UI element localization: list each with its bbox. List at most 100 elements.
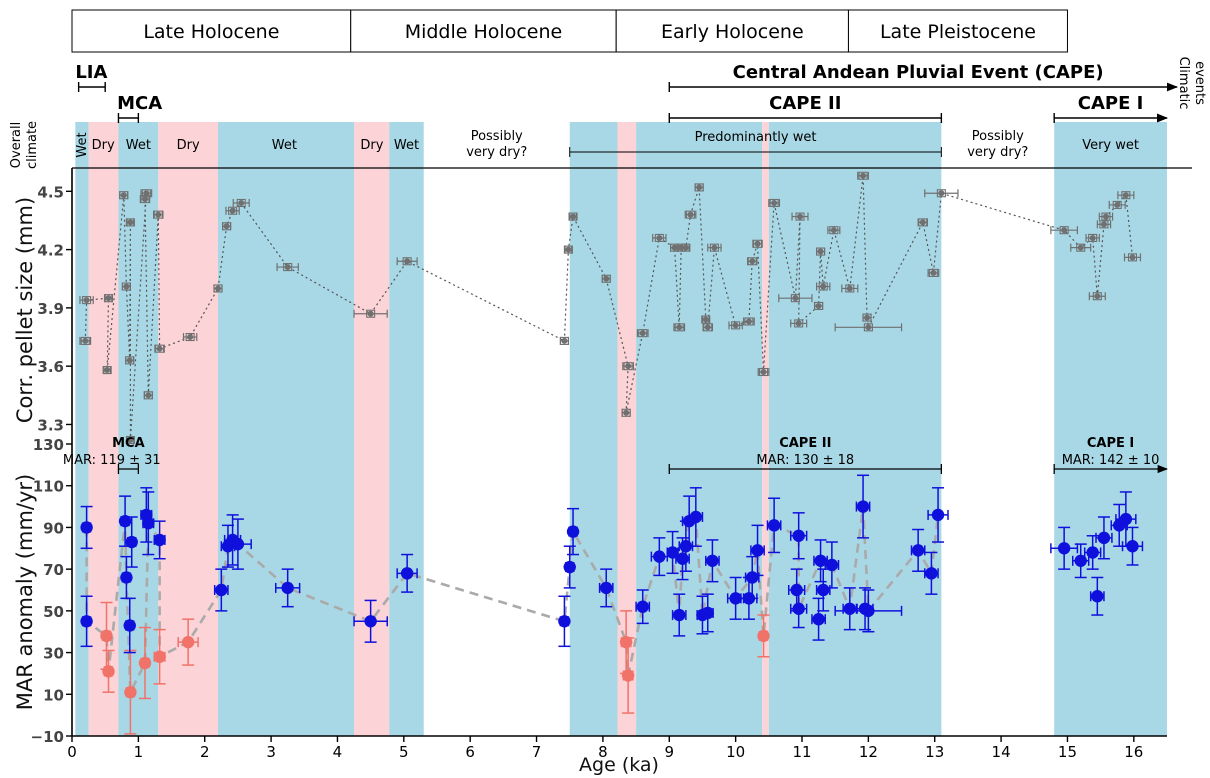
bottom-y-tick-label: 50	[43, 603, 64, 621]
pellet-yerr-box	[758, 367, 769, 377]
pellet-yerr-box	[818, 282, 828, 291]
x-tick-label: 14	[992, 743, 1011, 761]
pellet-point	[1077, 244, 1084, 251]
pellet-yerr-box	[559, 336, 569, 345]
pellet-point	[215, 285, 221, 292]
mar-wet-point	[689, 510, 703, 524]
mar-wet-point	[80, 521, 93, 534]
pellet-yerr-box	[1101, 212, 1111, 221]
mar-wet-point	[701, 606, 714, 620]
pellet-yerr-box	[125, 356, 135, 365]
pellet-yerr-box	[82, 296, 92, 305]
pellet-yerr-box	[283, 263, 293, 272]
climate-label: Wet	[272, 138, 297, 153]
pellet-point	[156, 345, 163, 352]
x-tick-label: 1	[134, 743, 144, 761]
pellet-point	[570, 213, 577, 220]
pellet-point	[284, 264, 291, 271]
mar-annotation-subtitle: MAR: 130 ± 18	[756, 453, 854, 468]
top-y-tick-label: 3.3	[37, 416, 64, 434]
pellet-point	[797, 213, 804, 220]
x-tick-label: 5	[399, 743, 409, 761]
pellet-point	[142, 196, 148, 203]
event-label: CAPE II	[769, 93, 841, 114]
mar-dry-point	[757, 629, 770, 643]
pellet-yerr-box	[1127, 253, 1138, 262]
pellet-point	[104, 367, 111, 374]
pellet-yerr-box	[80, 336, 90, 345]
pellet-yerr-box	[568, 212, 578, 221]
pellet-point	[754, 240, 761, 247]
mar-wet-point	[931, 508, 945, 522]
pellet-point	[1089, 234, 1096, 241]
climatic-events: LIA Central Andean Pluvial Event (CAPE) MC…	[75, 57, 1207, 123]
pellet-yerr-box	[814, 301, 824, 310]
bottom-y-tick-label: 90	[43, 519, 64, 537]
pellet-point	[830, 227, 837, 234]
mar-wet-point	[1091, 590, 1104, 603]
pellet-yerr-box	[155, 344, 165, 353]
climate-label: Wet	[394, 138, 419, 153]
mar-wet-point	[812, 613, 825, 626]
pellet-yerr-box	[228, 206, 238, 215]
pellet-connector-line	[84, 175, 1134, 441]
pellet-yerr-box	[918, 218, 928, 227]
epoch-label: Late Holocene	[143, 21, 279, 43]
event-label: MCA	[117, 93, 162, 114]
mar-wet-point	[231, 537, 245, 551]
pellet-point	[745, 318, 752, 325]
mar-wet-point	[792, 602, 805, 615]
pellet-point	[83, 297, 90, 304]
bottom-y-tick-label: 10	[43, 686, 64, 704]
pellet-yerr-box	[1121, 191, 1131, 200]
pellet-yerr-box	[703, 323, 713, 332]
x-tick-label: 11	[792, 743, 811, 761]
epoch-box	[350, 9, 617, 53]
pellet-point	[771, 199, 778, 206]
mar-wet-point	[125, 535, 138, 549]
mar-annotation-subtitle: MAR: 119 ± 31	[63, 453, 161, 468]
climate-band-wet	[569, 122, 618, 736]
pellet-yerr-box	[1088, 233, 1098, 242]
pellet-yerr-box	[153, 210, 163, 219]
mar-wet-point	[746, 571, 759, 584]
pellet-yerr-box	[858, 171, 868, 180]
pellet-yerr-box	[685, 210, 696, 219]
pellet-point	[127, 219, 134, 226]
pellet-point	[238, 199, 245, 206]
pellet-yerr-box	[623, 362, 633, 371]
mar-wet-point	[1086, 546, 1099, 559]
mar-wet-point	[653, 550, 666, 563]
pellet-point	[145, 392, 152, 399]
pellet-point	[561, 337, 568, 344]
pellet-yerr-box	[1112, 200, 1122, 209]
pellet-yerr-box	[125, 435, 135, 445]
mar-wet-point	[400, 567, 414, 580]
pellet-yerr-box	[654, 233, 664, 242]
pellet-yerr-box	[121, 282, 131, 291]
x-tick-label: 15	[1058, 743, 1077, 761]
pellet-point	[860, 172, 867, 179]
mar-wet-point	[364, 615, 377, 628]
pellet-point	[404, 258, 411, 265]
pellet-yerr-box	[928, 268, 938, 277]
mar-wet-point	[729, 592, 742, 605]
bottom-y-tick-label: 130	[33, 436, 64, 454]
x-tick-label: 6	[465, 743, 475, 761]
pellet-point	[623, 409, 630, 416]
mar-dry-point	[153, 650, 166, 663]
pellet-point	[1114, 201, 1121, 208]
bottom-y-tick-label: 70	[43, 561, 64, 579]
top-y-axis-label: Corr. pellet size (mm)	[13, 197, 37, 423]
pellet-yerr-box	[863, 323, 873, 332]
pellet-point	[1122, 192, 1129, 199]
mar-wet-point	[911, 544, 925, 557]
pellet-point	[687, 211, 694, 218]
mar-annotation-title: MCA	[112, 436, 145, 451]
mar-wet-point	[1057, 542, 1071, 555]
x-tick-label: 3	[266, 743, 276, 761]
x-tick-label: 12	[859, 743, 878, 761]
pellet-point	[120, 192, 127, 199]
pellet-yerr-box	[140, 195, 150, 204]
pellet-point	[919, 219, 926, 226]
